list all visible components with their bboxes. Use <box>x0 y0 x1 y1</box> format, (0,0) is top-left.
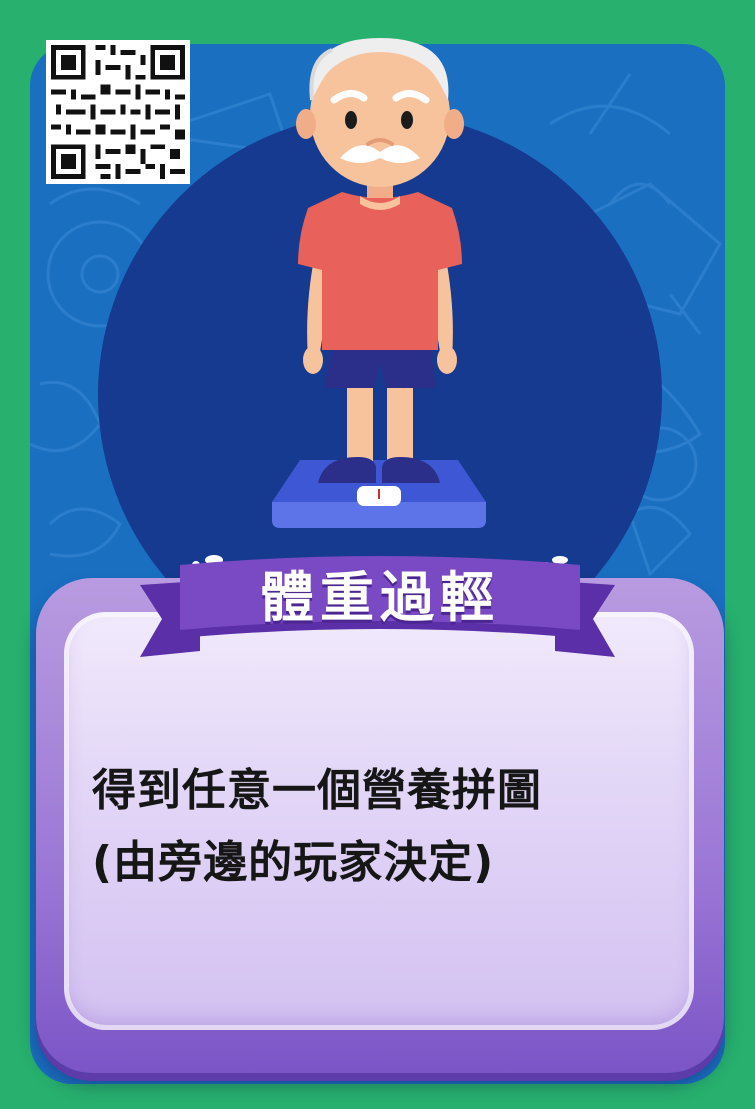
card-instruction: 得到任意一個營養拼圖 (由旁邊的玩家決定) <box>92 755 692 899</box>
card-title: 體重過輕 <box>260 566 500 629</box>
instruction-line-1: 得到任意一個營養拼圖 <box>92 765 542 816</box>
background-circle <box>98 113 662 677</box>
card-panel <box>64 612 694 1030</box>
instruction-line-2: (由旁邊的玩家決定) <box>92 837 495 888</box>
qr-code-icon[interactable] <box>46 40 190 184</box>
